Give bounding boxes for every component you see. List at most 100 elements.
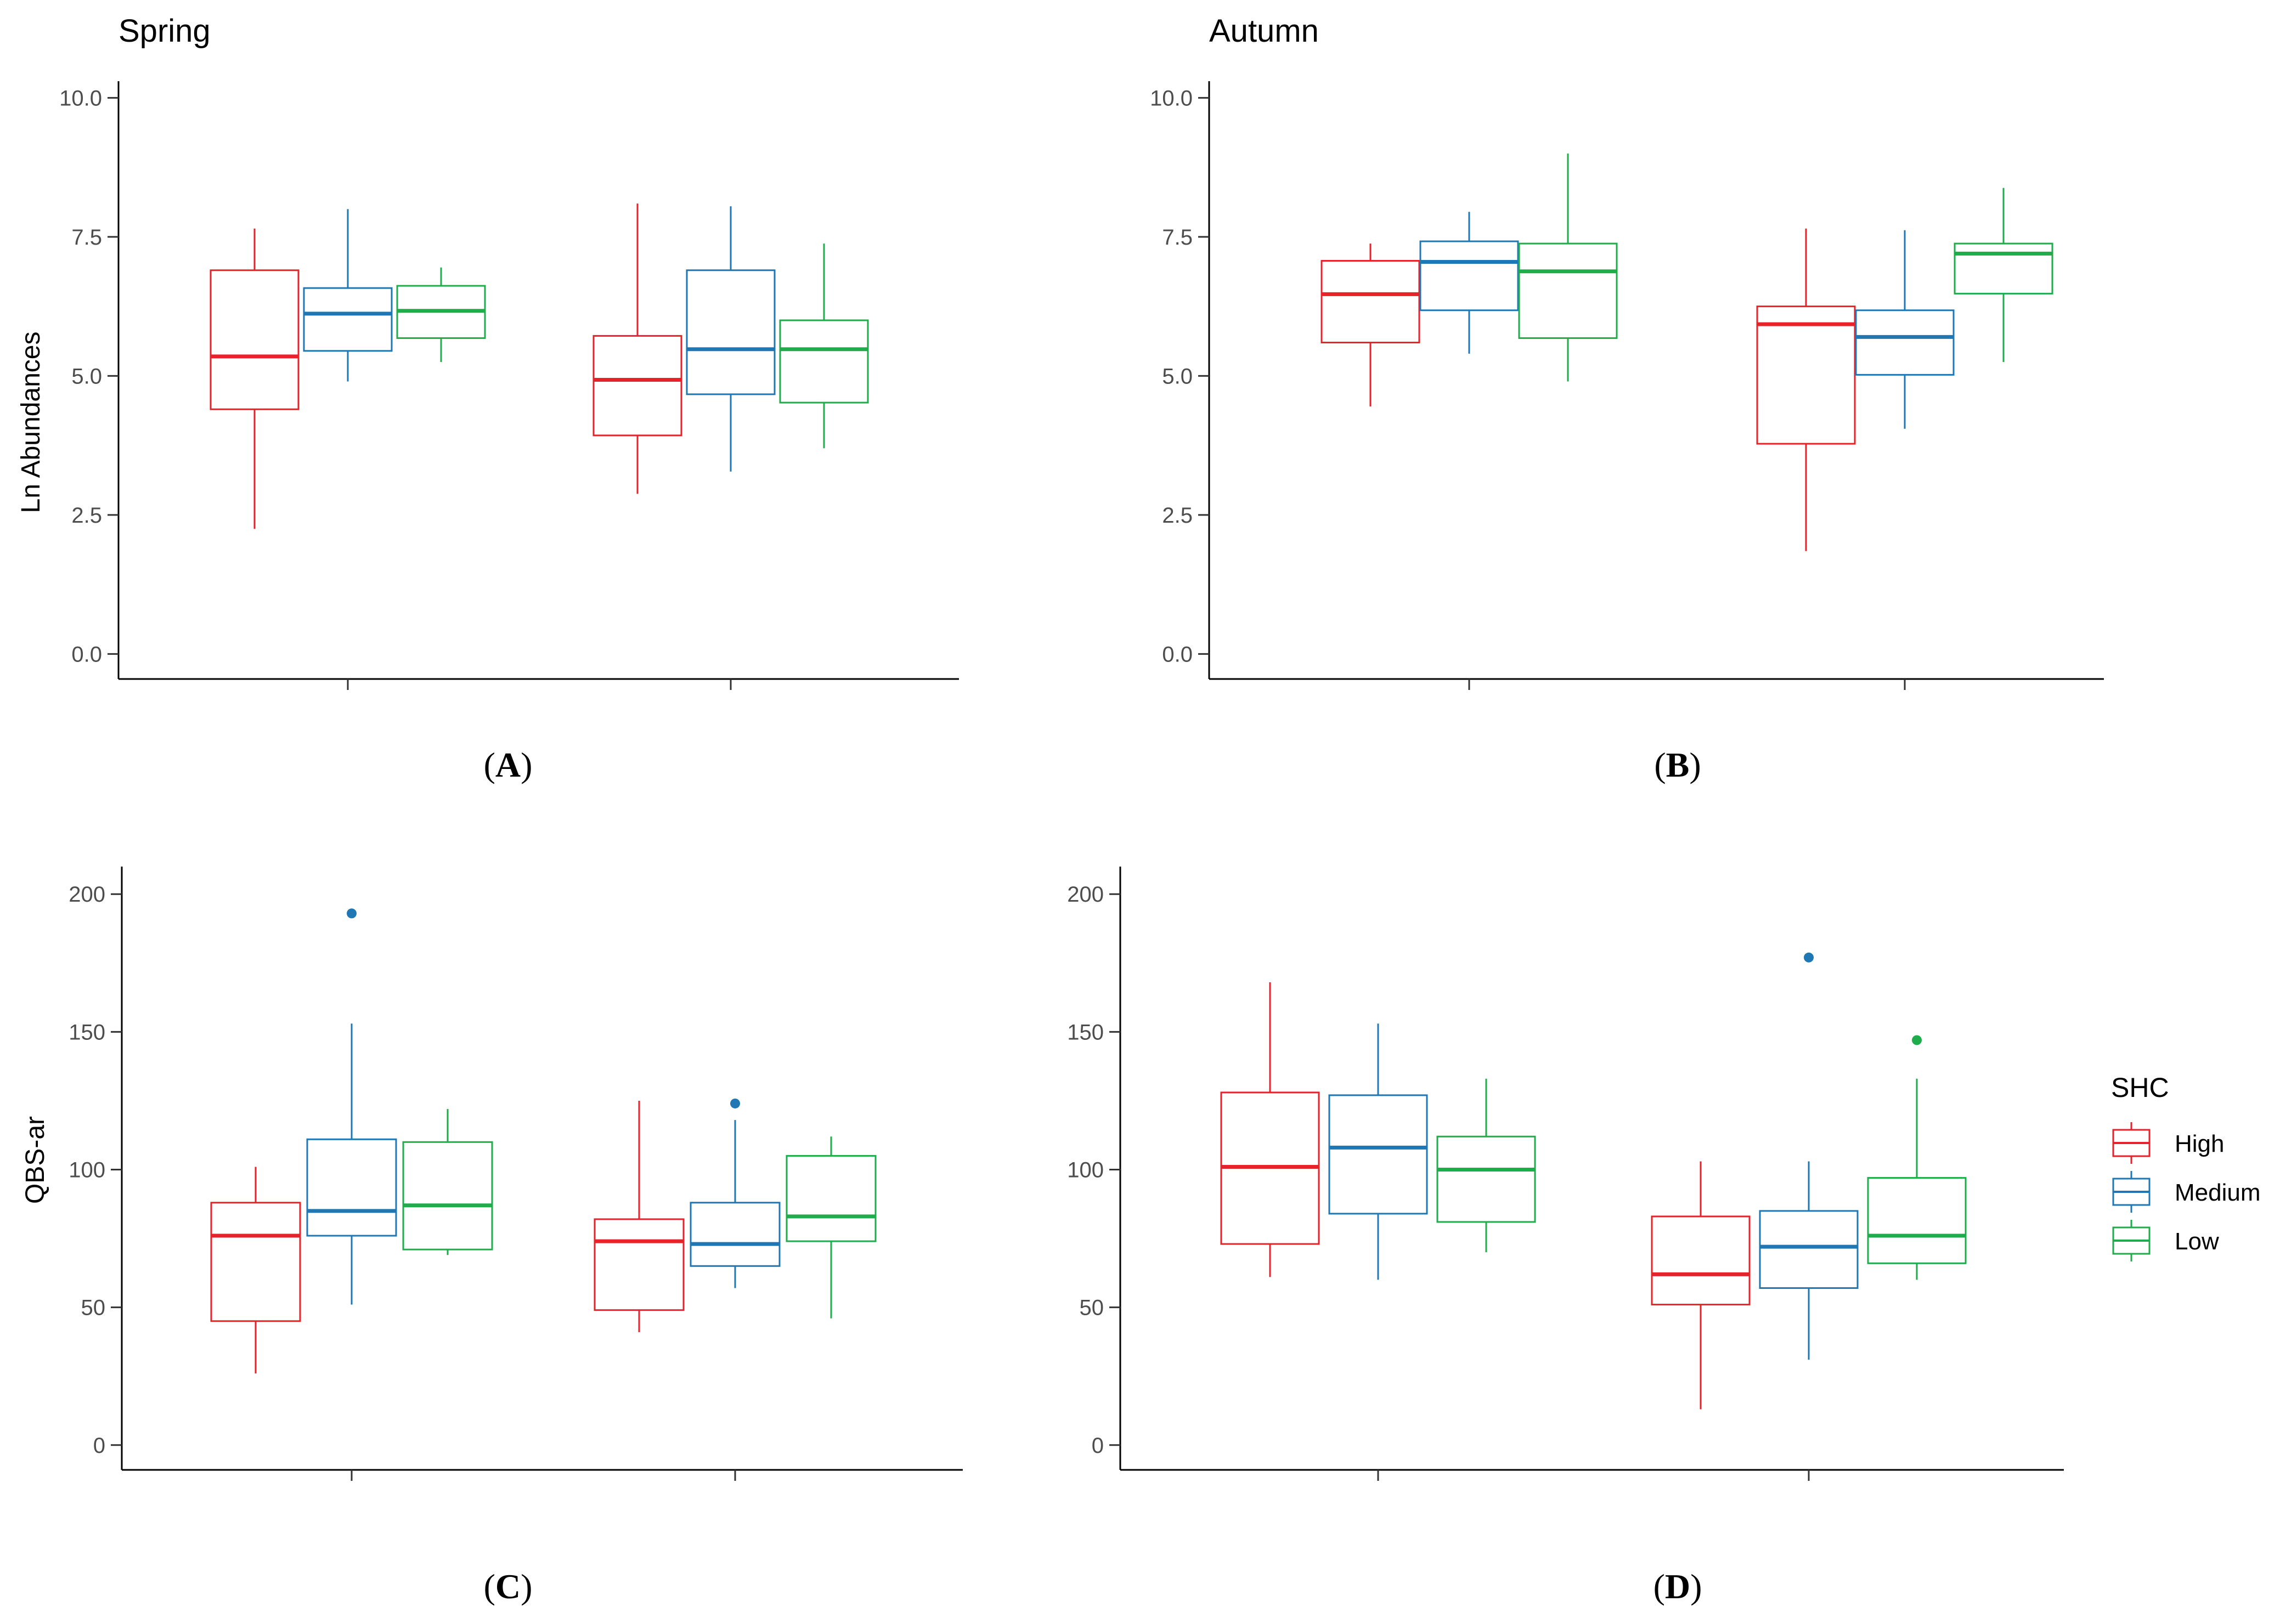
caption-b: (B) xyxy=(1654,745,1701,784)
box-iqr xyxy=(690,1202,781,1267)
legend-label-high: High xyxy=(2175,1130,2225,1157)
caption-a-letter: A xyxy=(495,745,521,784)
panel-c-plot-area: 0 50 100 150 200 xyxy=(69,867,963,1481)
panel-d-box-low-group-1 xyxy=(1436,1078,1536,1253)
box-iqr xyxy=(1328,1094,1428,1215)
panel-c-y-tick-label: 50 xyxy=(81,1296,106,1320)
panel-b-box-low-group-2 xyxy=(1954,188,2053,363)
panel-c-y-tick-label: 200 xyxy=(69,882,105,907)
panel-a-y-axis-title: Ln Abundances xyxy=(16,332,46,513)
box-iqr xyxy=(1419,240,1519,312)
caption-b-letter: B xyxy=(1666,745,1690,784)
panel-c-y-tick-label: 150 xyxy=(69,1020,105,1044)
panel-b-y-tick-label: 10.0 xyxy=(1150,86,1193,110)
panel-a-y-tick-label: 5.0 xyxy=(71,364,102,388)
svg-text:(C): (C) xyxy=(484,1567,533,1606)
panel-d-box-high-group-1 xyxy=(1220,982,1320,1277)
panel-a-box-medium-group-2 xyxy=(686,206,776,472)
panel-b-box-low-group-1 xyxy=(1518,153,1618,382)
panel-b-y-tick-label: 0.0 xyxy=(1162,642,1193,666)
svg-text:(B): (B) xyxy=(1654,745,1701,784)
panel-d-y-tick-label: 200 xyxy=(1067,882,1104,907)
panel-c-box-low-group-1 xyxy=(402,1109,493,1255)
box-iqr xyxy=(1651,1215,1751,1306)
panel-a-box-low-group-1 xyxy=(396,267,486,363)
panel-a-plot-area: 0.0 2.5 5.0 7.5 10.0 xyxy=(59,81,959,690)
box-iqr xyxy=(779,319,869,404)
panel-c-y-tick-label: 100 xyxy=(69,1158,105,1182)
panel-d-qbs-ar: 0 50 100 150 200 xyxy=(1067,867,2064,1481)
panel-d-box-medium-group-1 xyxy=(1328,1023,1428,1280)
legend-title: SHC xyxy=(2111,1072,2169,1103)
panel-b-box-high-group-2 xyxy=(1756,228,1856,551)
panel-a-y-tick-label: 7.5 xyxy=(71,225,102,250)
box-iqr xyxy=(1518,242,1618,339)
box-iqr xyxy=(786,1155,877,1242)
panel-d-box-high-group-2 xyxy=(1651,1161,1751,1410)
panel-b-y-tick-label: 2.5 xyxy=(1162,503,1193,528)
panel-a-y-tick-label: 10.0 xyxy=(59,86,102,110)
box-iqr xyxy=(1759,1210,1859,1289)
box-iqr xyxy=(210,1202,301,1322)
panel-d-y-tick-label: 150 xyxy=(1067,1020,1104,1044)
legend-label-medium: Medium xyxy=(2175,1179,2261,1206)
panel-c-box-high-group-2 xyxy=(594,1100,685,1332)
panel-c-qbs-ar: QBS-ar 0 50 100 150 200 xyxy=(21,867,963,1481)
legend-key-medium xyxy=(2112,1171,2151,1213)
box-iqr xyxy=(592,335,682,437)
box-iqr xyxy=(1855,309,1955,376)
panel-b-box-medium-group-2 xyxy=(1855,230,1955,429)
panel-a-y-tick-label: 0.0 xyxy=(71,642,102,666)
panel-d-plot-area: 0 50 100 150 200 xyxy=(1067,867,2064,1481)
box-iqr xyxy=(1756,305,1856,445)
panel-c-box-low-group-2 xyxy=(786,1136,877,1319)
outlier-point xyxy=(730,1098,740,1108)
panel-c-y-tick-label: 0 xyxy=(93,1434,105,1458)
box-iqr xyxy=(210,269,300,410)
panel-d-box-medium-group-2 xyxy=(1759,952,1859,1360)
box-iqr xyxy=(1954,242,2053,295)
panel-a-box-medium-group-1 xyxy=(303,209,393,382)
box-iqr xyxy=(402,1141,493,1250)
box-iqr xyxy=(1320,260,1420,344)
panel-b-y-tick-label: 7.5 xyxy=(1162,225,1193,250)
panel-d-box-low-group-2 xyxy=(1867,1035,1967,1280)
panel-a-spring: Spring Ln Abundances 0.0 2.5 5.0 7.5 10.0 xyxy=(16,13,959,690)
panel-b-box-high-group-1 xyxy=(1320,244,1420,407)
box-iqr xyxy=(594,1218,685,1311)
panel-a-box-high-group-1 xyxy=(210,228,300,529)
legend-label-low: Low xyxy=(2175,1228,2219,1255)
caption-a: (A) xyxy=(484,745,533,784)
svg-text:(D): (D) xyxy=(1653,1567,1702,1606)
legend-keys xyxy=(2112,1122,2151,1261)
panel-a-y-tick-label: 2.5 xyxy=(71,503,102,528)
panel-a-title: Spring xyxy=(118,13,211,49)
panel-b-box-medium-group-1 xyxy=(1419,212,1519,354)
panel-d-y-tick-label: 100 xyxy=(1067,1158,1104,1182)
panel-a-box-high-group-2 xyxy=(592,203,682,494)
panel-b-y-tick-label: 5.0 xyxy=(1162,364,1193,388)
outlier-point xyxy=(1912,1035,1922,1045)
panel-b-autumn: Autumn 0.0 2.5 5.0 7.5 10.0 xyxy=(1150,13,2104,690)
caption-d-letter: D xyxy=(1665,1567,1690,1606)
outlier-point xyxy=(347,908,357,919)
box-iqr xyxy=(686,269,776,395)
legend-key-high xyxy=(2112,1122,2151,1164)
box-iqr xyxy=(306,1138,397,1237)
svg-text:(A): (A) xyxy=(484,745,533,784)
panel-c-box-high-group-1 xyxy=(210,1167,301,1374)
box-iqr xyxy=(303,287,393,352)
panel-a-box-low-group-2 xyxy=(779,244,869,449)
caption-d: (D) xyxy=(1653,1567,1702,1606)
legend: SHC High Medium Low xyxy=(2111,1072,2261,1261)
panel-c-box-medium-group-2 xyxy=(690,1098,781,1288)
panel-c-y-axis-title: QBS-ar xyxy=(21,1116,50,1204)
panel-d-y-tick-label: 0 xyxy=(1092,1434,1104,1458)
box-iqr xyxy=(1436,1135,1536,1223)
caption-c: (C) xyxy=(484,1567,533,1606)
outlier-point xyxy=(1804,952,1814,963)
box-iqr xyxy=(1867,1177,1967,1264)
panel-b-plot-area: 0.0 2.5 5.0 7.5 10.0 xyxy=(1150,81,2104,690)
